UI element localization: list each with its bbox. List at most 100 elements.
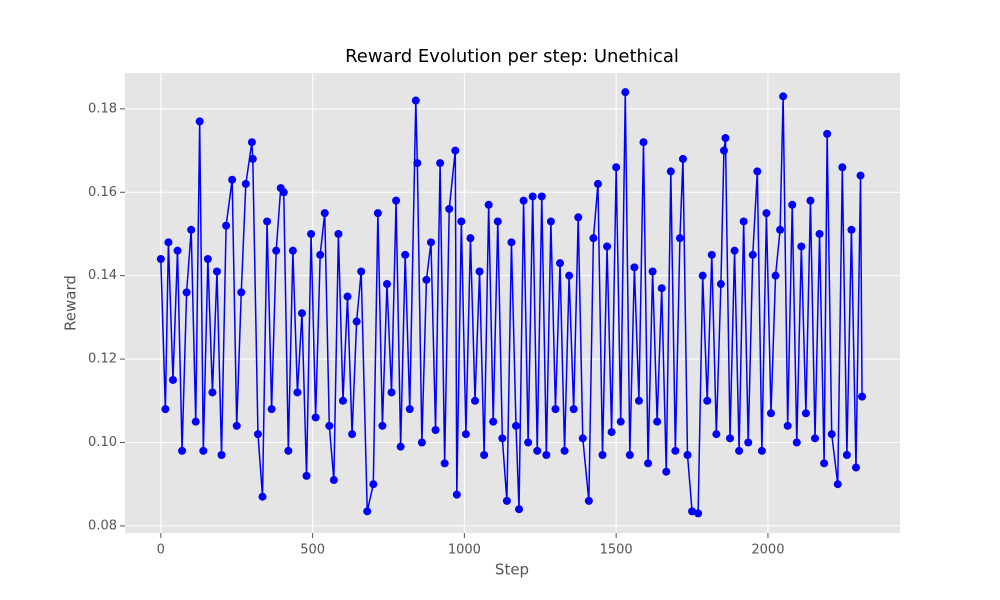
data-point (307, 229, 316, 238)
data-point (811, 434, 820, 443)
data-point (542, 451, 551, 460)
data-point (338, 396, 347, 405)
chart-title: Reward Evolution per step: Unethical (345, 46, 679, 67)
data-point (820, 459, 829, 468)
data-point (630, 263, 639, 272)
data-point (776, 225, 785, 234)
data-point (426, 238, 435, 247)
data-point (199, 446, 208, 455)
y-tick-label: 0.18 (88, 101, 117, 116)
data-point (489, 417, 498, 426)
x-tick-label: 2000 (751, 543, 784, 558)
data-point (578, 434, 587, 443)
data-point (657, 284, 666, 293)
data-point (528, 192, 537, 201)
data-point (484, 200, 493, 209)
data-point (797, 242, 806, 251)
data-point (232, 421, 241, 430)
data-point (858, 392, 867, 401)
data-point (524, 438, 533, 447)
data-point (445, 204, 454, 213)
data-point (161, 405, 170, 414)
data-point (212, 267, 221, 276)
data-point (644, 459, 653, 468)
data-point (707, 250, 716, 259)
data-point (671, 446, 680, 455)
data-point (267, 405, 276, 414)
data-point (436, 159, 445, 168)
data-point (537, 192, 546, 201)
data-point (253, 430, 262, 439)
data-point (703, 396, 712, 405)
data-point (779, 92, 788, 101)
data-point (762, 209, 771, 218)
data-point (533, 446, 542, 455)
data-point (387, 388, 396, 397)
data-point (325, 421, 334, 430)
data-point (739, 217, 748, 226)
data-point (284, 446, 293, 455)
data-point (411, 96, 420, 105)
data-point (168, 375, 177, 384)
data-point (721, 134, 730, 143)
data-point (228, 175, 237, 184)
y-tick-label: 0.14 (88, 268, 117, 283)
data-point (378, 421, 387, 430)
data-point (258, 492, 267, 501)
data-point (574, 213, 583, 222)
data-point (247, 138, 256, 147)
data-point (719, 146, 728, 155)
data-point (311, 413, 320, 422)
data-point (422, 275, 431, 284)
data-point (164, 238, 173, 247)
data-point (451, 146, 460, 155)
data-point (662, 467, 671, 476)
data-point (612, 163, 621, 172)
data-point (716, 280, 725, 289)
data-point (396, 442, 405, 451)
data-point (288, 246, 297, 255)
data-point (688, 507, 697, 516)
data-point (320, 209, 329, 218)
data-point (744, 438, 753, 447)
data-point (363, 507, 372, 516)
data-point (382, 280, 391, 289)
data-point (401, 250, 410, 259)
data-point (352, 317, 361, 326)
data-point (413, 159, 422, 168)
data-point (279, 188, 288, 197)
data-point (519, 196, 528, 205)
data-point (217, 451, 226, 460)
data-point (502, 496, 511, 505)
data-point (357, 267, 366, 276)
data-point (334, 229, 343, 238)
data-point (551, 405, 560, 414)
data-point (208, 388, 217, 397)
data-point (475, 267, 484, 276)
data-point (203, 255, 212, 264)
data-point (639, 138, 648, 147)
data-point (666, 167, 675, 176)
data-point (272, 246, 281, 255)
data-point (815, 229, 824, 238)
data-point (593, 179, 602, 188)
data-point (329, 476, 338, 485)
data-point (263, 217, 272, 226)
data-point (833, 480, 842, 489)
data-point (480, 451, 489, 460)
data-point (766, 409, 775, 418)
data-point (625, 451, 634, 460)
data-point (694, 509, 703, 518)
data-point (560, 446, 569, 455)
data-point (675, 234, 684, 243)
data-point (735, 446, 744, 455)
data-point (827, 430, 836, 439)
data-point (182, 288, 191, 297)
data-point (417, 438, 426, 447)
data-point (461, 430, 470, 439)
y-tick-label: 0.10 (88, 435, 117, 450)
x-tick-label: 1500 (600, 543, 633, 558)
data-point (405, 405, 414, 414)
data-point (621, 88, 630, 97)
